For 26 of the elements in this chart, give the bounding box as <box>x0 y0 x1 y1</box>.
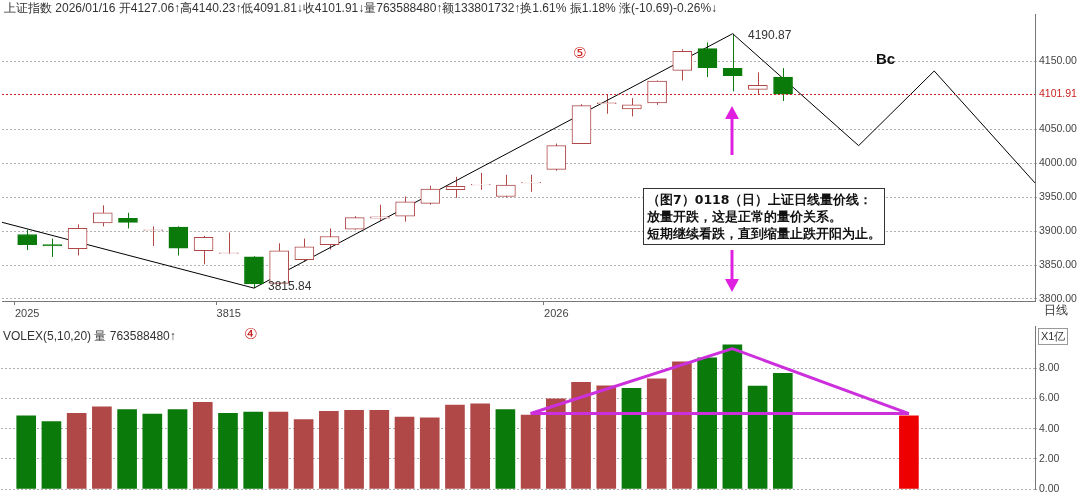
y-tick-label: 3900.00 <box>1039 224 1078 237</box>
y-tick-label: 8.00 <box>1039 361 1060 374</box>
y-tick-label: 6.00 <box>1039 391 1060 404</box>
y-tick-label: 3800.00 <box>1039 291 1078 304</box>
annotation: Bc <box>876 50 896 67</box>
text: 日线 <box>1044 302 1068 319</box>
annotation: ④ <box>244 325 258 343</box>
x-tick-label: 2025 <box>14 306 40 319</box>
x-tick-label: 3815 <box>216 306 241 319</box>
annotation: 4190.87 <box>748 28 792 42</box>
chart-title: VOLEX(5,10,20) 量 763588480↑ <box>3 328 176 346</box>
y-tick-label: 4150.00 <box>1039 54 1078 67</box>
annotation: （图7）0118（日）上证日线量价线：放量开跌，这是正常的量价关系。短期继续看跌，直到缩量止跌开阳为止。 <box>643 188 885 245</box>
ref-line-label: 4101.91 <box>1039 87 1078 100</box>
y-tick-label: 2.00 <box>1039 451 1060 464</box>
y-tick-label: 3850.00 <box>1039 257 1078 270</box>
x-tick-label: 2026 <box>544 306 569 319</box>
y-tick-label: 3950.00 <box>1039 190 1078 203</box>
y-axis-title: X1亿 <box>1038 328 1069 346</box>
y-tick-label: 0.00 <box>1039 481 1060 494</box>
y-tick-label: 4050.00 <box>1039 122 1078 135</box>
y-tick-label: 4000.00 <box>1039 156 1078 169</box>
annotation: 3815.84 <box>268 279 312 293</box>
chart-title: 上证指数 2026/01/16 开4127.06↑高4140.23↑低4091.81↓收4101.91↓量763588480↑额133801732↑换1.61% 振1.18% 涨(-10.69)-0.26%↓ <box>4 0 718 17</box>
y-tick-label: 4.00 <box>1039 421 1060 434</box>
annotation: ⑤ <box>573 44 587 62</box>
